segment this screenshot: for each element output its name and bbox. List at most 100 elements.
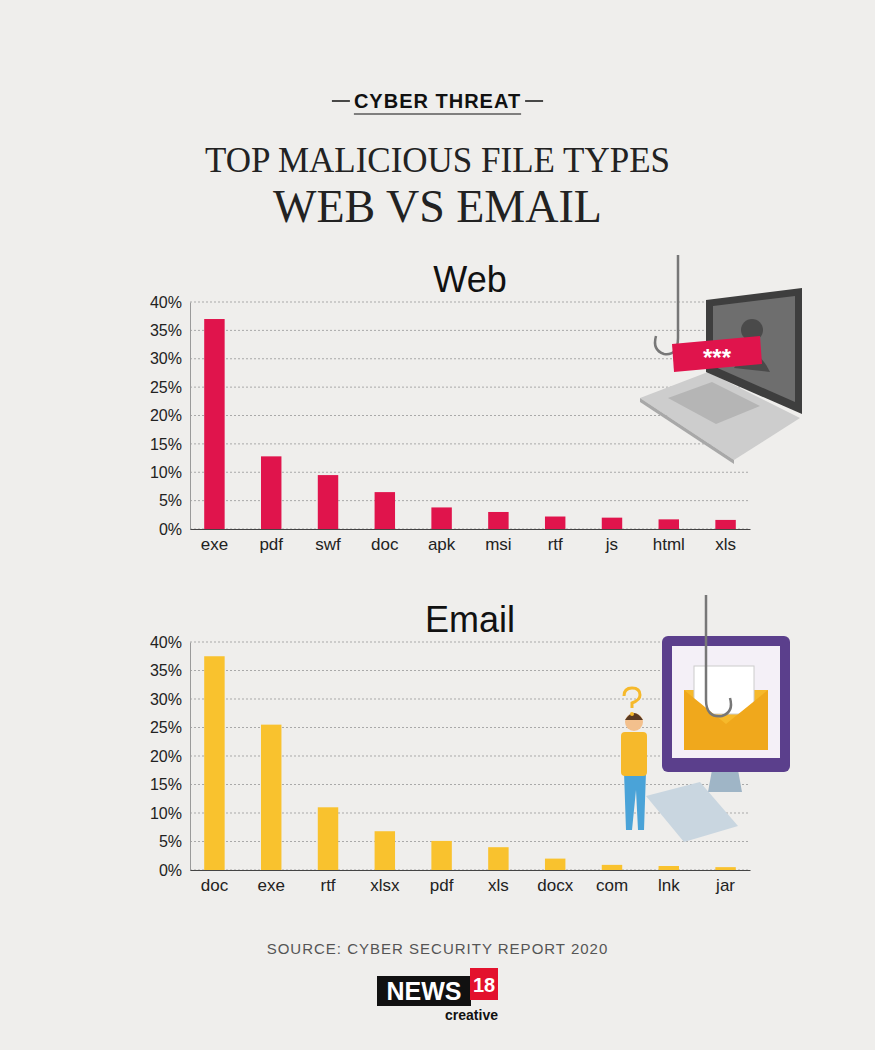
monitor-stand bbox=[708, 770, 742, 792]
bar bbox=[715, 867, 735, 870]
x-tick: exe bbox=[258, 870, 285, 895]
chart-title: Web bbox=[433, 259, 506, 300]
y-tick-label: 5% bbox=[159, 833, 182, 850]
bar bbox=[602, 518, 622, 529]
person-body bbox=[621, 732, 647, 776]
y-tick-label: 30% bbox=[150, 350, 182, 367]
x-tick-label: exe bbox=[201, 535, 228, 554]
grid-line bbox=[190, 387, 750, 388]
ornament-line bbox=[525, 100, 543, 102]
bar bbox=[545, 859, 565, 870]
y-tick: 30% bbox=[150, 350, 190, 367]
x-tick: doc bbox=[201, 870, 229, 895]
bar bbox=[488, 847, 508, 870]
x-tick-label: lnk bbox=[658, 876, 680, 895]
bar bbox=[318, 807, 338, 870]
x-tick-label: doc bbox=[201, 876, 229, 895]
x-tick-label: pdf bbox=[259, 535, 283, 554]
y-tick-label: 40% bbox=[150, 294, 182, 311]
logo-number-box bbox=[470, 968, 498, 1000]
logo-box bbox=[377, 976, 471, 1006]
x-tick: docx bbox=[537, 870, 573, 895]
grid-line bbox=[190, 358, 750, 359]
x-axis-line bbox=[191, 870, 751, 871]
x-tick-label: pdf bbox=[430, 876, 454, 895]
bar bbox=[431, 507, 451, 529]
y-tick: 35% bbox=[150, 322, 190, 339]
y-tick: 15% bbox=[150, 435, 190, 452]
y-axis-line bbox=[190, 303, 191, 530]
y-axis-line bbox=[190, 643, 191, 871]
y-tick: 40% bbox=[150, 294, 190, 311]
bar bbox=[204, 656, 224, 870]
y-tick-label: 25% bbox=[150, 719, 182, 736]
x-tick-label: exe bbox=[258, 876, 285, 895]
y-tick-label: 20% bbox=[150, 407, 182, 424]
grid-line bbox=[190, 302, 750, 303]
y-tick-label: 10% bbox=[150, 805, 182, 822]
y-tick-label: 20% bbox=[150, 748, 182, 765]
x-tick-label: swf bbox=[315, 535, 341, 554]
bar bbox=[659, 866, 679, 870]
kicker-ornament bbox=[332, 101, 543, 114]
x-tick-label: rtf bbox=[548, 535, 563, 554]
password-tag-text: *** bbox=[703, 344, 732, 371]
password-tag bbox=[672, 336, 762, 372]
x-tick: rtf bbox=[548, 529, 563, 554]
hook bbox=[655, 255, 678, 354]
person-hair bbox=[625, 713, 643, 720]
y-tick: 5% bbox=[159, 833, 190, 850]
x-tick: pdf bbox=[259, 529, 283, 554]
web-illustration: *** bbox=[640, 255, 802, 464]
x-tick-label: docx bbox=[537, 876, 573, 895]
subtitle: WEB VS EMAIL bbox=[273, 181, 602, 232]
title: TOP MALICIOUS FILE TYPES bbox=[205, 141, 670, 180]
bar bbox=[261, 456, 281, 529]
monitor-frame bbox=[662, 636, 790, 772]
x-tick-label: msi bbox=[485, 535, 511, 554]
x-tick: xls bbox=[488, 870, 509, 895]
x-tick-label: apk bbox=[428, 535, 456, 554]
grid bbox=[190, 302, 750, 529]
y-tick: 35% bbox=[150, 662, 190, 679]
y-tick: 10% bbox=[150, 464, 190, 481]
x-tick-label: html bbox=[653, 535, 685, 554]
source: SOURCE: CYBER SECURITY REPORT 2020 bbox=[267, 940, 609, 957]
y-tick-label: 15% bbox=[150, 776, 182, 793]
y-tick-label: 25% bbox=[150, 379, 182, 396]
x-tick: xls bbox=[715, 529, 736, 554]
y-tick: 0% bbox=[159, 521, 190, 538]
envelope-flap bbox=[684, 690, 768, 750]
y-tick-label: 5% bbox=[159, 492, 182, 509]
y-tick: 10% bbox=[150, 805, 190, 822]
y-tick-label: 35% bbox=[150, 662, 182, 679]
logo: NEWS18creative bbox=[377, 968, 498, 1023]
bar bbox=[659, 519, 679, 529]
y-tick-label: 0% bbox=[159, 521, 182, 538]
bar bbox=[375, 831, 395, 870]
person-legs bbox=[624, 772, 646, 830]
y-tick: 30% bbox=[150, 691, 190, 708]
x-tick-label: doc bbox=[371, 535, 399, 554]
bars bbox=[204, 656, 736, 870]
bars bbox=[204, 319, 736, 529]
x-tick-label: com bbox=[596, 876, 628, 895]
bar bbox=[318, 475, 338, 529]
y-tick: 5% bbox=[159, 492, 190, 509]
bar bbox=[545, 517, 565, 529]
logo-main: NEWS bbox=[387, 977, 462, 1005]
x-tick: lnk bbox=[658, 870, 680, 895]
question-dot bbox=[630, 712, 634, 716]
bar bbox=[488, 512, 508, 529]
y-tick: 0% bbox=[159, 862, 190, 879]
x-tick-label: js bbox=[605, 535, 618, 554]
x-tick: swf bbox=[315, 529, 341, 554]
grid-line bbox=[190, 330, 750, 331]
y-tick: 15% bbox=[150, 776, 190, 793]
x-tick: jar bbox=[715, 870, 735, 895]
bar bbox=[715, 520, 735, 529]
x-tick: doc bbox=[371, 529, 399, 554]
y-tick: 40% bbox=[150, 634, 190, 651]
y-tick-label: 0% bbox=[159, 862, 182, 879]
bar bbox=[375, 492, 395, 529]
